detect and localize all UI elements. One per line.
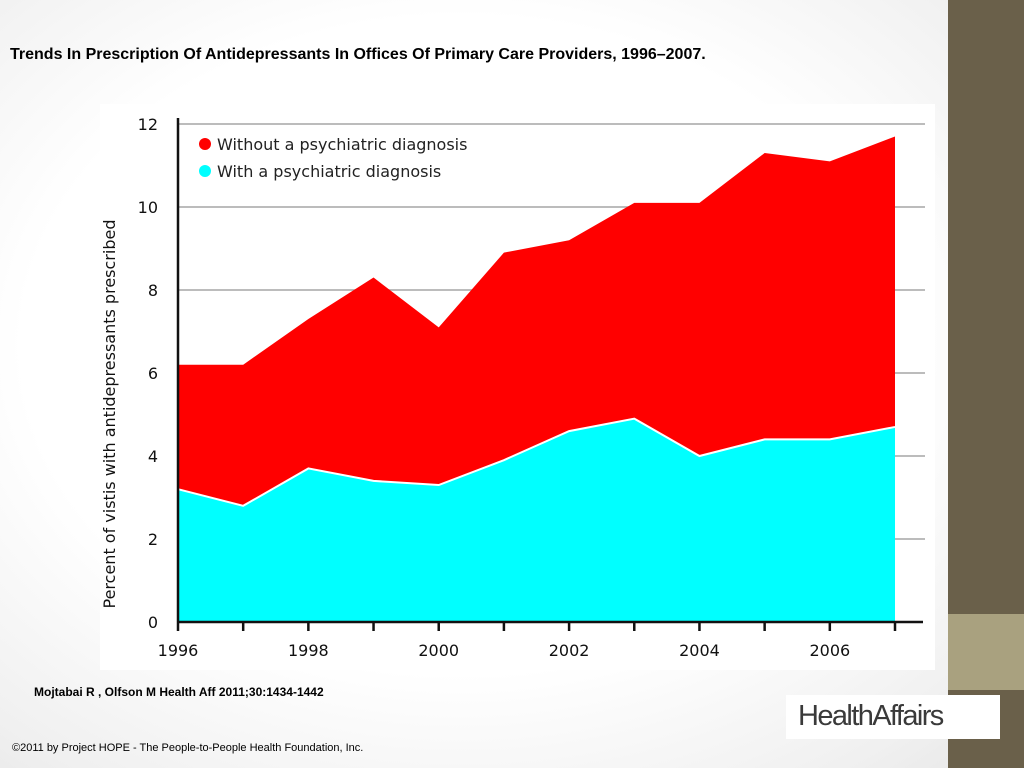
sidebar-accent bbox=[948, 614, 1024, 690]
x-tick-label-1996: 1996 bbox=[158, 641, 199, 660]
area-chart: 0 2 4 6 8 10 12 1996 1998 2000 2002 2004 2006 Perce… bbox=[100, 115, 925, 660]
x-tick-label-2006: 2006 bbox=[809, 641, 850, 660]
y-axis-label: Percent of vistis with antidepressants p… bbox=[100, 220, 119, 609]
health-affairs-logo: HealthAffairs bbox=[786, 695, 1000, 739]
legend-swatch-without-diagnosis bbox=[199, 138, 211, 150]
y-tick-labels: 0 2 4 6 8 10 12 bbox=[138, 115, 158, 632]
chart-panel: 0 2 4 6 8 10 12 1996 1998 2000 2002 2004 2006 Perce… bbox=[100, 104, 935, 670]
axes bbox=[176, 118, 923, 631]
x-tick-label-2000: 2000 bbox=[418, 641, 459, 660]
x-tick-labels: 1996 1998 2000 2002 2004 2006 bbox=[158, 641, 851, 660]
slide-title: Trends In Prescription Of Antidepressant… bbox=[10, 46, 706, 63]
y-tick-label-2: 2 bbox=[148, 530, 158, 549]
y-tick-label-4: 4 bbox=[148, 447, 158, 466]
y-tick-label-10: 10 bbox=[138, 198, 158, 217]
legend-swatch-with-diagnosis bbox=[199, 165, 211, 177]
logo-text: HealthAffairs bbox=[798, 700, 944, 732]
x-tick-label-1998: 1998 bbox=[288, 641, 329, 660]
legend-label-without-diagnosis: Without a psychiatric diagnosis bbox=[217, 135, 467, 154]
legend-label-with-diagnosis: With a psychiatric diagnosis bbox=[217, 162, 441, 181]
legend: Without a psychiatric diagnosis With a p… bbox=[199, 135, 467, 181]
copyright-notice: ©2011 by Project HOPE - The People-to-Pe… bbox=[12, 742, 364, 754]
citation: Mojtabai R , Olfson M Health Aff 2011;30… bbox=[34, 685, 324, 699]
y-tick-label-12: 12 bbox=[138, 115, 158, 134]
x-tick-label-2002: 2002 bbox=[549, 641, 590, 660]
y-tick-label-6: 6 bbox=[148, 364, 158, 383]
series-boundary-line bbox=[177, 417, 896, 507]
y-tick-label-8: 8 bbox=[148, 281, 158, 300]
y-tick-label-0: 0 bbox=[148, 613, 158, 632]
area-without-psychiatric-diagnosis bbox=[178, 136, 895, 506]
area-with-psychiatric-diagnosis bbox=[178, 418, 895, 622]
x-tick-label-2004: 2004 bbox=[679, 641, 720, 660]
